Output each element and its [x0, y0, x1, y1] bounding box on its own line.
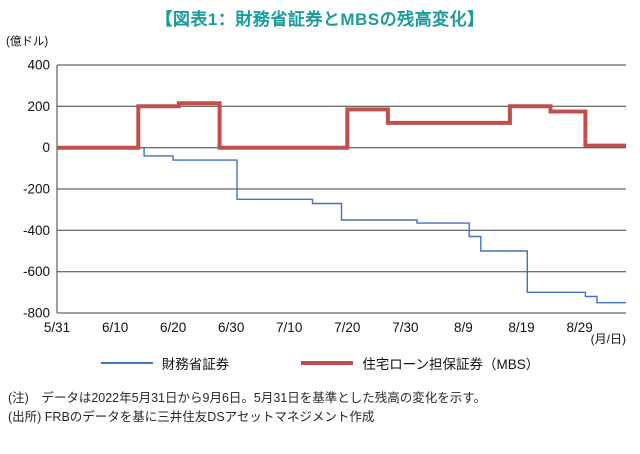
x-tick-label: 6/30: [218, 320, 244, 335]
x-tick-label: 7/30: [392, 320, 418, 335]
legend-item-treasury: 財務省証券: [100, 353, 230, 373]
chart-legend: 財務省証券 住宅ローン担保証券（MBS）: [0, 351, 640, 375]
notes-block: (注) データは2022年5月31日から9月6日。5月31日を基準とした残高の変…: [8, 389, 640, 427]
mbs-line-sample-icon: [301, 361, 354, 365]
y-tick-label: 0: [42, 140, 50, 155]
note-source: (出所) FRBのデータを基に三井住友DSアセットマネジメント作成: [8, 409, 375, 424]
x-tick-label: 6/10: [102, 320, 128, 335]
y-tick-label: 200: [27, 99, 50, 114]
y-tick-label: -800: [23, 306, 50, 321]
note-data-range: (注) データは2022年5月31日から9月6日。5月31日を基準とした残高の変…: [8, 391, 486, 405]
x-tick-label: 8/19: [508, 320, 534, 335]
x-tick-label: 7/10: [276, 320, 302, 335]
series-line: [57, 146, 626, 304]
x-tick-label: 7/20: [334, 320, 360, 335]
series-line: [57, 101, 626, 150]
figure-title: 【図表1：財務省証券とMBSの残高変化】: [155, 10, 485, 29]
x-axis-unit-label: (月/日): [590, 332, 626, 346]
legend-item-mbs: 住宅ローン担保証券（MBS）: [301, 353, 539, 373]
y-tick-label: 400: [27, 58, 50, 73]
legend-label-treasury: 財務省証券: [161, 357, 230, 372]
x-tick-label: 8/29: [566, 320, 592, 335]
x-tick-label: 6/20: [160, 320, 186, 335]
y-tick-label: -600: [23, 264, 50, 279]
legend-label-mbs: 住宅ローン担保証券（MBS）: [362, 357, 540, 372]
x-tick-label: 8/9: [454, 320, 473, 335]
x-tick-label: 5/31: [44, 320, 70, 335]
treasury-line-sample-icon: [100, 362, 153, 364]
y-tick-label: -200: [23, 182, 50, 197]
y-axis-unit-label: (億ドル): [6, 36, 49, 48]
y-tick-label: -400: [23, 223, 50, 238]
